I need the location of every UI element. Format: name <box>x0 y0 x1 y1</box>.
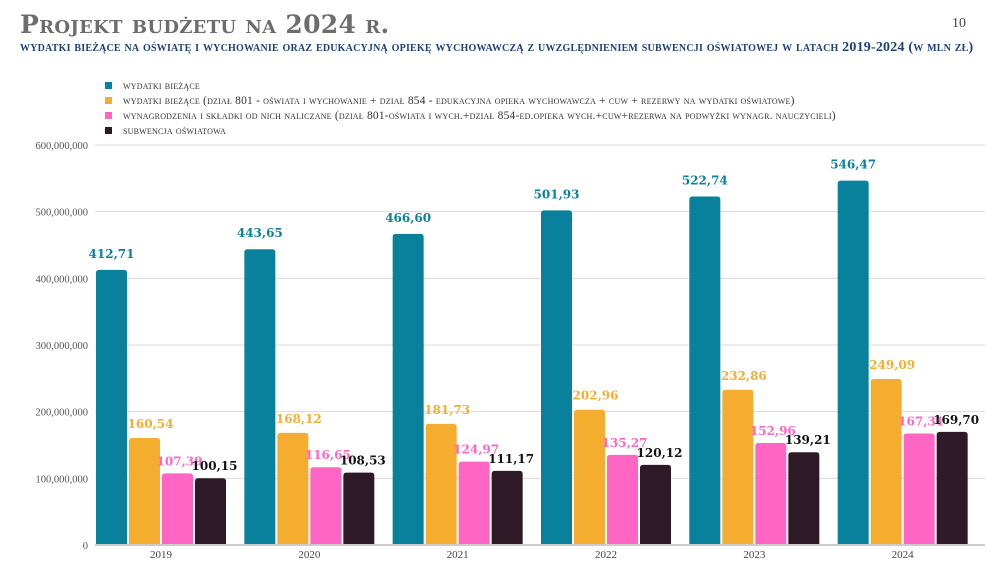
legend-swatch-icon <box>105 127 112 134</box>
y-tick-label: 500,000,000 <box>36 208 89 219</box>
legend-item-current-expenses: wydatki bieżące <box>105 78 836 93</box>
x-tick-label: 2023 <box>743 549 766 561</box>
bar <box>574 409 605 545</box>
legend-label: subwencja oświatowa <box>123 124 226 137</box>
bar <box>903 433 935 545</box>
bar <box>640 464 671 545</box>
legend-swatch-icon <box>105 82 112 89</box>
x-tick-label: 2024 <box>892 549 915 561</box>
data-label: 107,39 <box>157 454 203 468</box>
data-label: 232,86 <box>721 369 767 383</box>
data-label: 120,12 <box>637 446 683 460</box>
bar <box>392 233 424 545</box>
bar <box>244 249 276 545</box>
page-title: Projekt budżetu na 2024 r. <box>20 10 390 39</box>
bar <box>491 470 523 545</box>
data-label: 466,60 <box>385 211 431 225</box>
data-label: 135,27 <box>602 436 648 450</box>
bar <box>310 467 342 545</box>
data-label: 169,70 <box>933 413 979 427</box>
data-label: 116,65 <box>305 448 351 462</box>
data-label: 412,71 <box>89 247 135 261</box>
x-tick-label: 2021 <box>447 549 469 561</box>
bar <box>343 472 375 545</box>
data-label: 111,17 <box>488 452 534 466</box>
data-label: 167,31 <box>898 414 944 428</box>
bar <box>722 389 754 545</box>
data-label: 202,96 <box>573 389 619 403</box>
bar <box>936 431 968 545</box>
bar <box>689 196 721 546</box>
data-label: 181,73 <box>424 403 470 417</box>
data-label: 443,65 <box>237 226 283 240</box>
bar <box>541 210 572 545</box>
legend-label: wydatki bieżące (dział 801 - Oświata i w… <box>123 94 795 107</box>
bar <box>425 423 457 545</box>
data-label: 124,97 <box>453 443 499 457</box>
bar <box>837 180 869 546</box>
legend-label: wynagrodzenia i składki od nich naliczan… <box>123 109 836 122</box>
data-label: 152,96 <box>750 424 796 438</box>
data-label: 546,47 <box>830 158 876 172</box>
data-label: 139,21 <box>785 433 831 447</box>
bar <box>870 378 902 545</box>
page-number: 10 <box>952 16 966 31</box>
legend-label: wydatki bieżące <box>123 79 200 92</box>
data-label: 108,53 <box>340 454 386 468</box>
legend-swatch-icon <box>105 97 112 104</box>
data-label: 160,54 <box>128 417 174 431</box>
x-tick-label: 2019 <box>150 549 173 561</box>
y-tick-label: 0 <box>83 541 88 552</box>
legend-item-current-expenses-detailed: wydatki bieżące (dział 801 - Oświata i w… <box>105 93 836 108</box>
y-tick-label: 100,000,000 <box>36 474 89 485</box>
bar <box>458 461 490 545</box>
bar <box>788 452 820 545</box>
bar <box>162 473 193 545</box>
bar <box>129 437 160 545</box>
data-label: 100,15 <box>192 459 238 473</box>
bar <box>277 432 309 545</box>
chart-subtitle: WYDATKI BIEŻĄCE NA OŚWIATĘ I WYCHOWANIE … <box>20 40 974 55</box>
bar <box>607 454 638 545</box>
legend-item-salaries: wynagrodzenia i składki od nich naliczan… <box>105 108 836 123</box>
y-tick-label: 200,000,000 <box>36 408 89 419</box>
x-tick-label: 2020 <box>298 549 321 561</box>
legend-swatch-icon <box>105 112 112 119</box>
data-label: 501,93 <box>534 187 580 201</box>
y-tick-label: 600,000,000 <box>36 141 89 152</box>
x-tick-label: 2022 <box>595 549 617 561</box>
bar <box>96 269 127 545</box>
chart-legend: wydatki bieżące wydatki bieżące (dział 8… <box>105 78 836 138</box>
y-tick-label: 300,000,000 <box>36 341 89 352</box>
data-label: 168,12 <box>276 412 322 426</box>
data-label: 522,74 <box>682 174 728 188</box>
y-tick-label: 400,000,000 <box>36 274 89 285</box>
bar <box>195 478 226 545</box>
data-label: 249,09 <box>869 358 915 372</box>
legend-item-education-subsidy: subwencja oświatowa <box>105 123 836 138</box>
bar <box>755 443 787 545</box>
